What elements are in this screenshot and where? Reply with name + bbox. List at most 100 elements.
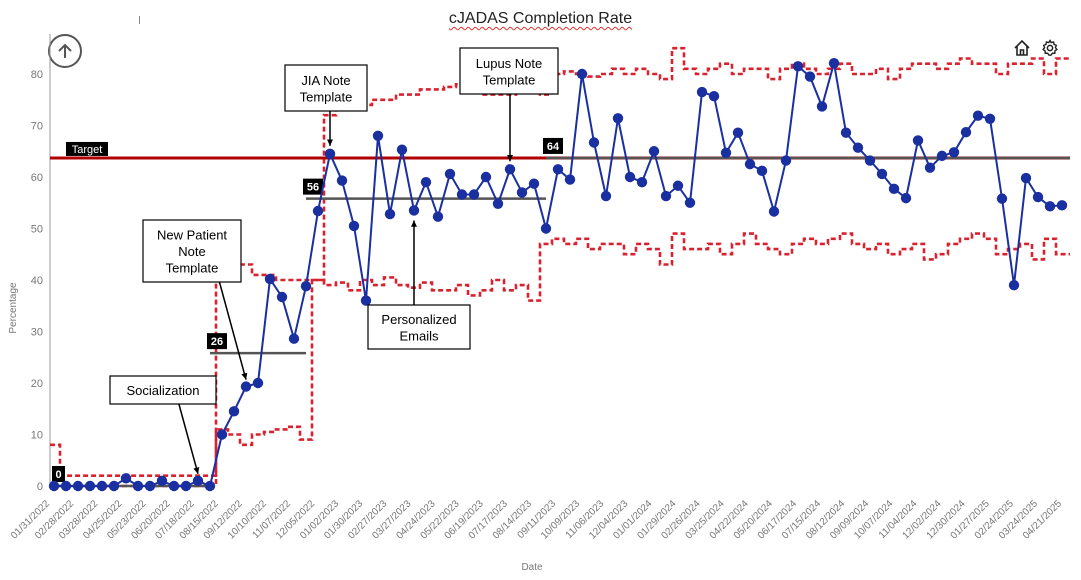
data-point [300, 280, 312, 292]
data-point [900, 192, 912, 204]
annotation-label: Lupus Note Template [476, 56, 543, 88]
data-point [936, 150, 948, 162]
data-point [924, 162, 936, 173]
annotation-label: Personalized Emails [381, 312, 456, 344]
data-point [708, 90, 720, 102]
data-point [240, 381, 252, 392]
data-point [276, 291, 288, 303]
data-point [672, 180, 684, 191]
data-point [588, 137, 600, 148]
annotation-box [459, 47, 559, 95]
data-point [648, 146, 660, 157]
data-point [876, 168, 888, 180]
centerline-label-box [303, 178, 323, 195]
data-point [744, 158, 756, 170]
annotation-label-line: Lupus Note [476, 56, 543, 71]
data-point [1056, 200, 1068, 211]
annotation-arrowhead [411, 220, 417, 227]
data-point [960, 126, 972, 138]
centerline-label-box [207, 333, 227, 350]
data-point [312, 205, 324, 217]
data-point [756, 165, 768, 177]
annotation-label-line: Note [178, 244, 205, 259]
data-point [72, 480, 84, 492]
data-point [528, 178, 540, 189]
data-point [348, 220, 360, 232]
data-point [468, 189, 480, 200]
data-point [732, 127, 744, 138]
home-icon[interactable] [1012, 38, 1032, 58]
data-point [780, 155, 792, 166]
data-point [228, 406, 240, 417]
data-point [828, 57, 840, 69]
data-point [816, 101, 828, 112]
data-point [564, 174, 576, 185]
data-point [156, 475, 168, 487]
data-point [84, 480, 96, 492]
data-point [552, 164, 564, 175]
centerline-label: 64 [547, 141, 560, 153]
data-point [288, 333, 300, 344]
data-point [216, 429, 228, 440]
target-label-box [66, 141, 108, 156]
data-point [132, 480, 144, 492]
y-tick-label: 60 [31, 172, 43, 184]
data-point [684, 197, 696, 208]
target-label: Target [72, 144, 103, 156]
data-point [48, 480, 60, 492]
data-point [516, 187, 528, 198]
drill-up-button[interactable] [48, 34, 82, 68]
y-tick-label: 20 [31, 378, 43, 390]
centerline-label: 26 [211, 336, 223, 348]
annotation-box [284, 64, 368, 112]
annotation-label-line: Socialization [127, 383, 200, 398]
lower-control-limit-line [50, 232, 1070, 488]
data-point [372, 130, 384, 141]
data-point [60, 480, 72, 492]
data-point [624, 171, 636, 183]
data-point [204, 480, 216, 492]
data-point [384, 208, 396, 220]
y-tick-label: 40 [31, 275, 43, 287]
data-point [768, 206, 780, 217]
annotation-label-line: New Patient [157, 228, 227, 243]
y-tick-label: 70 [31, 121, 43, 133]
data-point [96, 480, 108, 492]
data-point [636, 176, 648, 188]
decorative-tick [139, 16, 140, 24]
y-tick-label: 10 [31, 430, 43, 442]
data-point [720, 147, 732, 158]
data-point [456, 189, 468, 200]
data-point [120, 473, 132, 484]
data-point [324, 148, 336, 160]
visual-toolbar [1012, 38, 1064, 60]
data-point [180, 480, 192, 492]
annotation-arrow-line [178, 403, 199, 475]
data-point [948, 147, 960, 158]
annotation-arrowhead [241, 372, 248, 380]
annotation-label-line: JIA Note [301, 73, 350, 88]
data-point [144, 480, 156, 492]
settings-gear-icon[interactable] [1040, 38, 1060, 58]
annotation-label: JIA Note Template [300, 73, 353, 105]
data-point [996, 193, 1008, 204]
data-point [864, 155, 876, 166]
chart-title: cJADAS Completion Rate [448, 10, 633, 27]
centerline-label: 0 [55, 469, 61, 481]
data-point [804, 71, 816, 82]
data-point [888, 183, 900, 195]
data-point [792, 61, 804, 72]
annotation-box [367, 304, 471, 350]
annotation-label: New Patient Note Template [157, 228, 227, 276]
annotation-box [142, 219, 242, 283]
data-point [480, 171, 492, 183]
annotation-box [109, 375, 217, 405]
data-point [972, 110, 984, 121]
data-point [852, 142, 864, 153]
annotation-arrowhead [507, 155, 513, 162]
data-point [432, 211, 444, 222]
y-tick-label: 80 [31, 69, 43, 81]
y-tick-label: 0 [37, 481, 43, 493]
annotation-label: Socialization [127, 383, 200, 398]
